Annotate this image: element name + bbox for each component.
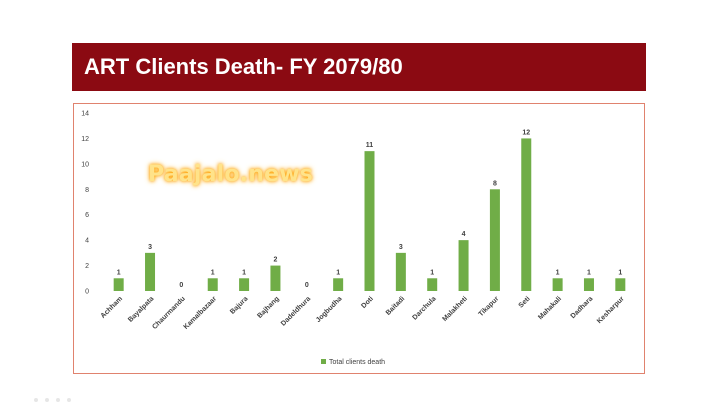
y-tick-label: 0 xyxy=(85,289,89,296)
y-tick-label: 10 xyxy=(81,161,89,168)
bars-group xyxy=(113,138,626,291)
x-tick-label: Mahakali xyxy=(537,295,563,321)
x-tick-label: Jogbudha xyxy=(315,295,344,324)
bar-value-label: 8 xyxy=(493,180,497,187)
y-tick-label: 14 xyxy=(81,111,89,118)
bar xyxy=(270,265,281,291)
bar xyxy=(239,278,250,291)
bar xyxy=(145,252,156,291)
bar xyxy=(552,278,563,291)
x-tick-label: Bajura xyxy=(229,295,249,315)
bar xyxy=(427,278,438,291)
bar-value-label: 1 xyxy=(211,269,215,276)
x-tick-label: Chaurmandu xyxy=(151,295,186,330)
x-tick-label: Dadhara xyxy=(570,295,595,320)
bar-value-label: 4 xyxy=(462,231,466,238)
x-tick-label: Darchula xyxy=(411,295,437,321)
pager-dot xyxy=(67,398,71,402)
x-tick-label: Bayalpata xyxy=(127,295,155,323)
slide-title: ART Clients Death- FY 2079/80 xyxy=(72,43,646,91)
y-tick-label: 2 xyxy=(85,263,89,270)
legend: Total clients death xyxy=(321,359,385,366)
bar-value-label: 2 xyxy=(273,257,277,264)
bar-value-label: 1 xyxy=(242,269,246,276)
chart-container: 0 2 4 6 8 10 12 14 1 3 0 1 1 2 0 1 11 3 1 4 8 12 1 1 1 Achham Ba… xyxy=(73,103,645,374)
x-tick-label: Dadeldhura xyxy=(280,295,312,327)
bar-value-label: 11 xyxy=(366,142,374,149)
bar xyxy=(521,138,532,291)
x-tick-label: Malakheti xyxy=(441,295,469,323)
bar-value-label: 3 xyxy=(148,244,152,251)
bar-value-label: 0 xyxy=(179,282,183,289)
legend-label: Total clients death xyxy=(329,359,385,366)
x-tick-label: Tikapur xyxy=(478,295,501,318)
bar-value-label: 1 xyxy=(618,269,622,276)
bar xyxy=(615,278,626,291)
bar xyxy=(207,278,218,291)
y-tick-label: 8 xyxy=(85,187,89,194)
y-axis: 0 2 4 6 8 10 12 14 xyxy=(81,111,89,296)
slide-pager-dots xyxy=(34,398,71,402)
bar-value-label: 1 xyxy=(587,269,591,276)
x-tick-label: Baitadi xyxy=(385,295,406,316)
bar xyxy=(489,189,500,291)
x-tick-label: Bajhang xyxy=(256,295,280,319)
bar xyxy=(333,278,344,291)
x-tick-label: Kamalbazaar xyxy=(183,295,219,331)
watermark-text: Paajalo.news xyxy=(148,162,314,187)
bar xyxy=(458,240,469,291)
y-tick-label: 12 xyxy=(81,136,89,143)
x-tick-label: Kesharpur xyxy=(596,295,626,325)
bar-value-label: 3 xyxy=(399,244,403,251)
legend-swatch xyxy=(321,359,326,364)
bar-value-label: 1 xyxy=(430,269,434,276)
x-tick-label: Seti xyxy=(518,295,532,309)
bar-value-label: 12 xyxy=(522,129,530,136)
bar xyxy=(113,278,124,291)
pager-dot xyxy=(34,398,38,402)
bar-value-label: 1 xyxy=(336,269,340,276)
pager-dot xyxy=(56,398,60,402)
y-tick-label: 6 xyxy=(85,212,89,219)
y-tick-label: 4 xyxy=(85,238,89,245)
bar-value-label: 0 xyxy=(305,282,309,289)
x-tick-label: Doti xyxy=(360,295,375,310)
pager-dot xyxy=(45,398,49,402)
bar-value-label: 1 xyxy=(556,269,560,276)
bar xyxy=(583,278,594,291)
bar xyxy=(364,151,375,291)
bar xyxy=(395,252,406,291)
x-tick-label: Achham xyxy=(100,295,124,319)
bar-value-label: 1 xyxy=(117,269,121,276)
